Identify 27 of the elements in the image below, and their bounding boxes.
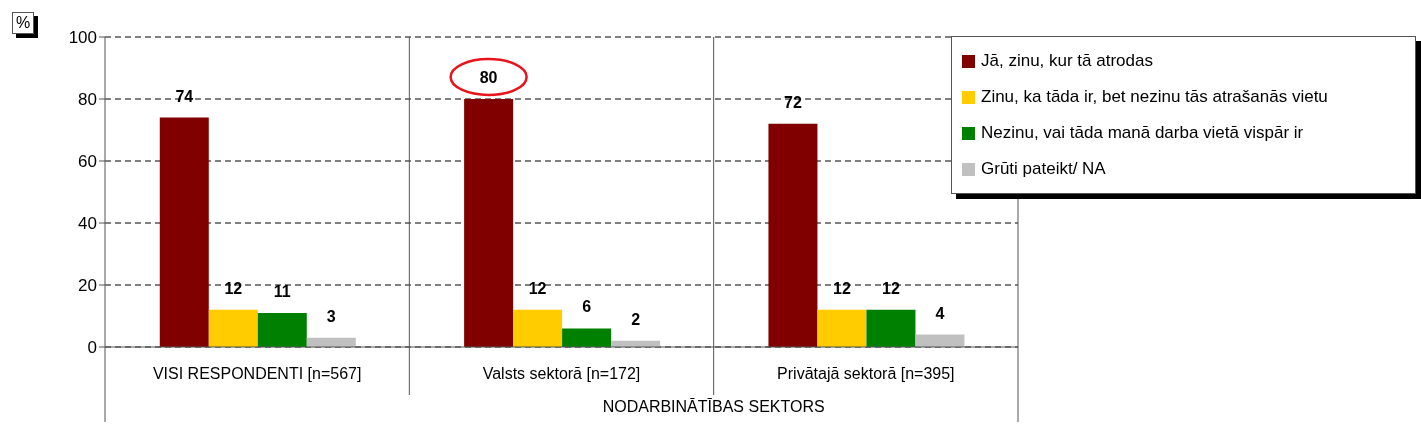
data-label: 12 <box>528 279 547 297</box>
y-tick-label: 40 <box>78 214 97 234</box>
data-label: 12 <box>833 279 851 297</box>
y-axis-title: % <box>12 12 35 34</box>
data-label: 72 <box>784 93 802 111</box>
legend-label: Zinu, ka tāda ir, bet nezinu tās atrašanās vietu <box>981 87 1328 107</box>
data-label: 6 <box>582 298 592 316</box>
data-label: 3 <box>326 307 336 325</box>
data-label: 12 <box>224 279 243 297</box>
text: NODARBINĀTĪBAS SEKTORS <box>601 398 826 416</box>
x-tick-label: VISI RESPONDENTI [n=567] <box>152 365 362 382</box>
data-label: 2 <box>631 310 641 328</box>
data-label: 12 <box>882 279 900 297</box>
legend-label: Nezinu, vai tāda manā darba vietā vispār ir <box>981 123 1304 143</box>
y-tick-label: 0 <box>87 338 97 358</box>
data-label: 4 <box>935 304 945 322</box>
x-tick-label: Privātajā sektorā [n=395] <box>777 365 955 382</box>
data-label: 74 <box>175 87 194 105</box>
legend-label: Grūti pateikt/ NA <box>981 159 1106 179</box>
y-tick-label: 80 <box>78 90 97 110</box>
data-label: 80 <box>479 69 498 86</box>
legend-label: Jā, zinu, kur tā atrodas <box>981 51 1153 71</box>
y-tick-label: 20 <box>78 276 97 296</box>
y-tick-label: 100 <box>68 28 97 48</box>
x-tick-label: Valsts sektorā [n=172] <box>482 365 641 382</box>
data-label: 11 <box>273 282 291 300</box>
y-tick-label: 60 <box>78 152 97 172</box>
